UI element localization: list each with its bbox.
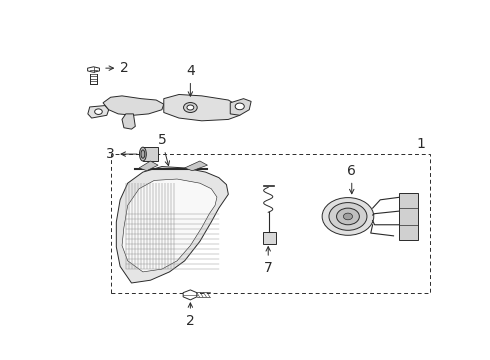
Circle shape (95, 109, 102, 114)
Polygon shape (185, 161, 207, 171)
Circle shape (343, 213, 352, 220)
Polygon shape (263, 232, 276, 244)
Polygon shape (183, 290, 197, 300)
Circle shape (322, 198, 374, 235)
Polygon shape (164, 94, 240, 121)
Circle shape (329, 203, 367, 230)
Polygon shape (139, 161, 158, 171)
Polygon shape (122, 114, 135, 129)
Circle shape (235, 103, 245, 110)
Text: 4: 4 (186, 64, 195, 96)
Polygon shape (230, 99, 251, 115)
Polygon shape (399, 193, 418, 240)
Polygon shape (116, 167, 228, 283)
Text: 5: 5 (157, 133, 170, 166)
Polygon shape (143, 147, 158, 161)
Bar (111, 154, 430, 293)
Polygon shape (103, 96, 164, 115)
Ellipse shape (141, 150, 145, 158)
Polygon shape (122, 179, 217, 272)
Polygon shape (88, 105, 109, 118)
Text: 7: 7 (264, 247, 272, 275)
Text: 6: 6 (347, 164, 356, 194)
Text: 2: 2 (106, 61, 129, 75)
Text: 1: 1 (417, 137, 426, 151)
Ellipse shape (140, 147, 147, 161)
Text: 3: 3 (106, 147, 137, 161)
Polygon shape (88, 67, 99, 72)
Circle shape (187, 105, 194, 110)
Circle shape (184, 103, 197, 112)
Circle shape (337, 208, 359, 225)
Text: 2: 2 (186, 303, 195, 328)
